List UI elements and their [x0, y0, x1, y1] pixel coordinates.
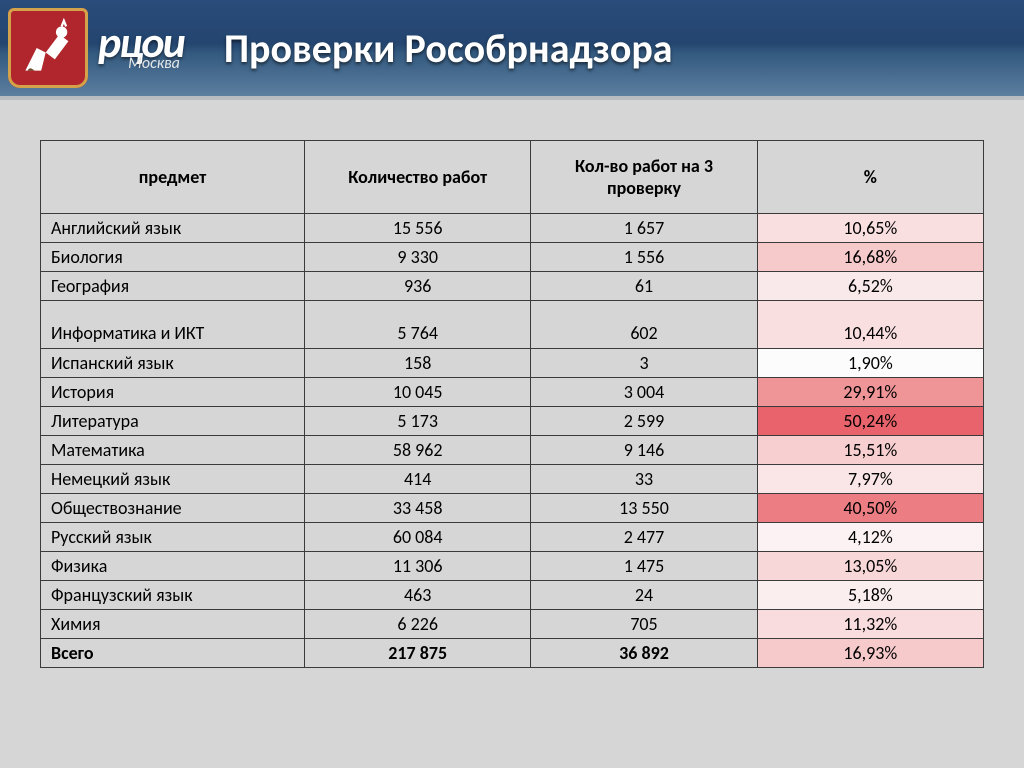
cell-recheck: 24 — [531, 581, 757, 610]
cell-recheck: 2 477 — [531, 523, 757, 552]
header-spacer — [0, 100, 1024, 140]
cell-subject: Химия — [41, 610, 305, 639]
cell-subject: История — [41, 378, 305, 407]
table-header-row: предмет Количество работ Кол-во работ на… — [41, 141, 984, 214]
cell-percent: 13,05% — [757, 552, 983, 581]
cell-works: 414 — [305, 465, 531, 494]
cell-percent: 15,51% — [757, 436, 983, 465]
cell-percent: 4,12% — [757, 523, 983, 552]
table-row: Французский язык463245,18% — [41, 581, 984, 610]
cell-recheck: 13 550 — [531, 494, 757, 523]
table-row: География936616,52% — [41, 272, 984, 301]
cell-recheck: 1 556 — [531, 243, 757, 272]
cell-total-recheck: 36 892 — [531, 639, 757, 668]
cell-works: 9 330 — [305, 243, 531, 272]
table-row: Физика11 3061 47513,05% — [41, 552, 984, 581]
logo-block: рцои Москва — [98, 25, 184, 71]
cell-percent: 29,91% — [757, 378, 983, 407]
col-header-recheck: Кол-во работ на 3 проверку — [531, 141, 757, 214]
cell-recheck: 1 475 — [531, 552, 757, 581]
slide-header: рцои Москва Проверки Рособрнадзора — [0, 0, 1024, 100]
cell-recheck: 9 146 — [531, 436, 757, 465]
cell-works: 5 764 — [305, 301, 531, 349]
cell-works: 11 306 — [305, 552, 531, 581]
cell-subject: Русский язык — [41, 523, 305, 552]
cell-works: 463 — [305, 581, 531, 610]
cell-total-percent: 16,93% — [757, 639, 983, 668]
cell-works: 158 — [305, 349, 531, 378]
page-title: Проверки Рособрнадзора — [184, 24, 1024, 73]
cell-subject: Литература — [41, 407, 305, 436]
table-row: Литература5 1732 59950,24% — [41, 407, 984, 436]
cell-recheck: 61 — [531, 272, 757, 301]
cell-recheck: 1 657 — [531, 214, 757, 243]
cell-recheck: 2 599 — [531, 407, 757, 436]
table-row: Русский язык60 0842 4774,12% — [41, 523, 984, 552]
table-row: История10 0453 00429,91% — [41, 378, 984, 407]
moscow-crest-icon — [8, 8, 88, 88]
cell-subject: Немецкий язык — [41, 465, 305, 494]
inspection-table: предмет Количество работ Кол-во работ на… — [40, 140, 984, 668]
table-total-row: Всего217 87536 89216,93% — [41, 639, 984, 668]
cell-works: 15 556 — [305, 214, 531, 243]
cell-percent: 6,52% — [757, 272, 983, 301]
table-row: Химия6 22670511,32% — [41, 610, 984, 639]
cell-percent: 1,90% — [757, 349, 983, 378]
cell-percent: 50,24% — [757, 407, 983, 436]
cell-works: 58 962 — [305, 436, 531, 465]
cell-total-works: 217 875 — [305, 639, 531, 668]
logo-subtext: Москва — [128, 58, 180, 71]
cell-subject: Французский язык — [41, 581, 305, 610]
col-header-percent: % — [757, 141, 983, 214]
col-header-subject: предмет — [41, 141, 305, 214]
cell-works: 10 045 — [305, 378, 531, 407]
cell-percent: 5,18% — [757, 581, 983, 610]
cell-recheck: 33 — [531, 465, 757, 494]
cell-subject: География — [41, 272, 305, 301]
cell-works: 5 173 — [305, 407, 531, 436]
cell-subject: Биология — [41, 243, 305, 272]
table-row: Биология9 3301 55616,68% — [41, 243, 984, 272]
cell-works: 33 458 — [305, 494, 531, 523]
cell-recheck: 3 — [531, 349, 757, 378]
cell-works: 6 226 — [305, 610, 531, 639]
table-container: предмет Количество работ Кол-во работ на… — [0, 140, 1024, 668]
cell-percent: 10,44% — [757, 301, 983, 349]
table-row: Испанский язык15831,90% — [41, 349, 984, 378]
crest-svg — [14, 14, 82, 82]
table-row: Математика58 9629 14615,51% — [41, 436, 984, 465]
cell-works: 936 — [305, 272, 531, 301]
table-row: Немецкий язык414337,97% — [41, 465, 984, 494]
cell-recheck: 602 — [531, 301, 757, 349]
cell-percent: 10,65% — [757, 214, 983, 243]
table-row: Информатика и ИКТ5 76460210,44% — [41, 301, 984, 349]
cell-percent: 40,50% — [757, 494, 983, 523]
col-header-works: Количество работ — [305, 141, 531, 214]
cell-percent: 7,97% — [757, 465, 983, 494]
cell-total-label: Всего — [41, 639, 305, 668]
cell-recheck: 705 — [531, 610, 757, 639]
cell-works: 60 084 — [305, 523, 531, 552]
cell-percent: 16,68% — [757, 243, 983, 272]
cell-recheck: 3 004 — [531, 378, 757, 407]
cell-subject: Испанский язык — [41, 349, 305, 378]
table-row: Обществознание33 45813 55040,50% — [41, 494, 984, 523]
table-row: Английский язык15 5561 65710,65% — [41, 214, 984, 243]
cell-percent: 11,32% — [757, 610, 983, 639]
cell-subject: Информатика и ИКТ — [41, 301, 305, 349]
cell-subject: Обществознание — [41, 494, 305, 523]
cell-subject: Английский язык — [41, 214, 305, 243]
cell-subject: Математика — [41, 436, 305, 465]
cell-subject: Физика — [41, 552, 305, 581]
